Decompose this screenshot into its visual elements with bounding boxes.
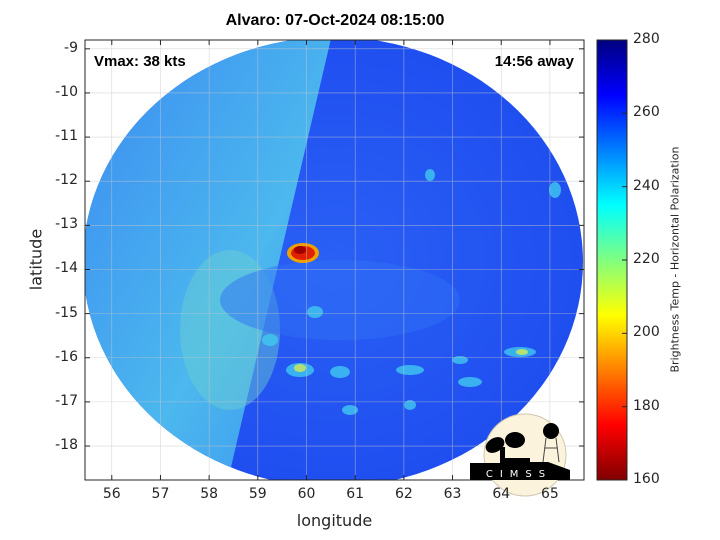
colorbar-tick-label: 240 [633,177,660,194]
colorbar-label: Brightness Temp - Horizontal Polarizatio… [668,146,682,373]
x-tick-label: 57 [151,486,170,502]
x-tick-label: 65 [541,486,559,502]
x-tick-label: 64 [492,486,511,502]
time-away-label: 14:56 away [494,53,574,70]
colorbar-tick-label: 260 [633,104,660,121]
x-tick-label: 58 [200,486,219,502]
y-tick-label: -17 [55,392,78,409]
x-tick-label: 56 [102,486,121,502]
cimss-logo: CIMSS [470,413,570,497]
y-tick-label: -18 [55,437,78,454]
colorbar-tick-label: 160 [633,471,660,487]
brightness-temp-swath [85,40,583,480]
colorbar-tick-label: 220 [633,251,660,267]
y-tick-label: -15 [55,304,78,321]
x-axis-label: longitude [296,511,373,530]
west-swath-segment [85,40,333,480]
logo-text: CIMSS [486,469,552,480]
x-tick-label: 63 [443,486,462,502]
y-tick-label: -13 [55,216,78,233]
y-tick-label: -10 [55,83,78,100]
y-tick-label: -9 [64,39,78,56]
x-tick-label: 62 [394,486,413,502]
storm-core [287,243,319,263]
y-tick-label: -14 [55,260,78,277]
x-tick-label: 61 [346,486,365,502]
colorbar-tick-label: 200 [633,324,660,341]
colorbar-tick-label: 280 [633,31,660,47]
y-tick-label: -16 [55,348,78,365]
x-tick-label: 59 [248,486,267,502]
plot-title: Alvaro: 07-Oct-2024 08:15:00 [225,12,445,29]
colorbar-tick-label: 180 [633,397,660,414]
x-tick-label: 60 [297,486,316,502]
vmax-label: Vmax: 38 kts [94,53,186,70]
y-tick-label: -11 [55,128,78,145]
y-tick-label: -12 [55,172,78,189]
